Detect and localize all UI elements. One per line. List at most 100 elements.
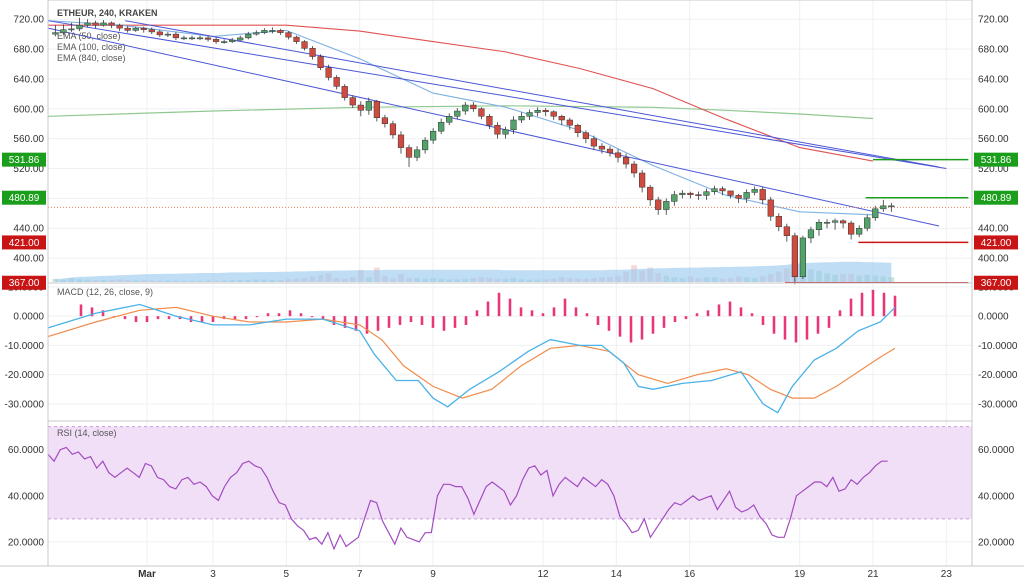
candle-body <box>703 191 710 196</box>
time-tick-label: 21 <box>867 569 879 580</box>
candle-body <box>397 134 405 148</box>
candle-body <box>872 208 879 219</box>
candle-body <box>108 22 115 26</box>
rsi-pane[interactable] <box>47 426 972 551</box>
macd-histogram-bar <box>409 316 413 323</box>
macd-histogram-bar <box>541 313 545 317</box>
macd-tick-label: -20.0000 <box>978 370 1018 381</box>
macd-histogram-bar <box>310 316 314 318</box>
macd-histogram-bar <box>684 316 688 320</box>
macd-histogram-bar <box>728 301 732 317</box>
candle-body <box>221 41 228 43</box>
candle-body <box>470 104 477 110</box>
rsi-tick-label: 40.0000 <box>8 491 45 502</box>
ema100-line <box>48 24 874 162</box>
trendline <box>47 20 947 170</box>
macd-pane[interactable] <box>47 289 897 414</box>
volume-average-area <box>55 261 892 282</box>
time-tick-label: 19 <box>794 569 806 580</box>
macd-histogram-bar <box>794 316 798 343</box>
time-tick-label: 3 <box>210 569 216 580</box>
macd-tick-label: -30.0000 <box>978 399 1018 410</box>
macd-histogram-bar <box>288 310 292 317</box>
macd-tick-label: -10.0000 <box>5 341 45 352</box>
candle-body <box>277 30 284 33</box>
time-tick-label: Mar <box>138 569 156 580</box>
macd-histogram-bar <box>893 295 897 317</box>
level-badge-right <box>974 152 1018 167</box>
macd-tick-label: -30.0000 <box>5 399 45 410</box>
level-badge-right <box>974 190 1018 205</box>
price-tick-label: 600.00 <box>13 104 44 115</box>
price-tick-label: 440.00 <box>13 224 44 235</box>
candle-body <box>325 67 332 78</box>
candle-body <box>614 152 622 158</box>
candle-body <box>598 145 606 150</box>
macd-histogram-bar <box>629 316 633 343</box>
macd-histogram-bar <box>101 310 105 317</box>
candle-body <box>759 189 766 201</box>
candle-body <box>831 220 839 223</box>
candle-body <box>494 124 501 135</box>
macd-histogram-bar <box>277 313 281 317</box>
macd-histogram-bar <box>79 304 83 317</box>
candle-body <box>743 192 750 199</box>
candle-body <box>180 37 188 40</box>
candle-body <box>791 235 798 278</box>
time-tick-label: 5 <box>284 569 290 580</box>
macd-histogram-bar <box>464 316 468 325</box>
trendline <box>47 27 940 227</box>
level-badge-text: 421.00 <box>9 238 40 249</box>
candle-body <box>349 97 356 106</box>
macd-histogram-bar <box>508 298 512 317</box>
candle-body <box>446 116 453 123</box>
rsi-tick-label: 40.0000 <box>978 491 1015 502</box>
level-badge-left <box>2 152 46 167</box>
candle-body <box>783 226 790 236</box>
candle-body <box>285 32 292 38</box>
price-tick-label: 720.00 <box>13 15 44 26</box>
time-tick-label: 14 <box>611 569 623 580</box>
candle-body <box>357 104 364 111</box>
macd-histogram-bar <box>266 313 270 317</box>
candle-body <box>671 194 678 202</box>
macd-histogram-bar <box>123 316 127 320</box>
macd-histogram-bar <box>849 298 853 317</box>
price-tick-label: 680.00 <box>13 45 44 56</box>
level-badge-text: 367.00 <box>981 278 1012 289</box>
legend-ema840: EMA (840, close) <box>57 53 126 63</box>
candle-body <box>196 37 204 40</box>
macd-histogram-bar <box>321 316 325 320</box>
candle-body <box>574 124 581 133</box>
macd-histogram-bar <box>838 310 842 317</box>
macd-histogram-bar <box>420 316 424 325</box>
candle-body <box>213 39 220 42</box>
macd-histogram-bar <box>354 316 358 331</box>
legend-ema50: EMA (50, close) <box>57 31 121 41</box>
macd-histogram-bar <box>860 292 864 317</box>
candle-body <box>486 116 493 126</box>
candle-body <box>148 29 155 33</box>
candle-body <box>237 37 244 41</box>
candle-body <box>566 119 573 126</box>
macd-histogram-bar <box>673 316 677 323</box>
macd-tick-label: -10.0000 <box>978 341 1018 352</box>
candle-body <box>301 41 308 49</box>
macd-histogram-bar <box>211 316 215 323</box>
candle-body <box>261 30 268 33</box>
price-tick-label: 400.00 <box>13 254 44 265</box>
candle-body <box>92 22 99 26</box>
price-tick-label: 720.00 <box>978 15 1009 26</box>
candle-body <box>823 222 831 224</box>
candle-body <box>606 148 614 154</box>
price-pane[interactable] <box>47 17 972 285</box>
candle-body <box>204 37 212 40</box>
macd-histogram-bar <box>530 310 534 317</box>
candle-body <box>245 33 252 39</box>
candle-body <box>582 132 589 139</box>
candle-body <box>864 217 871 229</box>
candle-body <box>373 101 380 118</box>
macd-histogram-bar <box>376 316 380 331</box>
